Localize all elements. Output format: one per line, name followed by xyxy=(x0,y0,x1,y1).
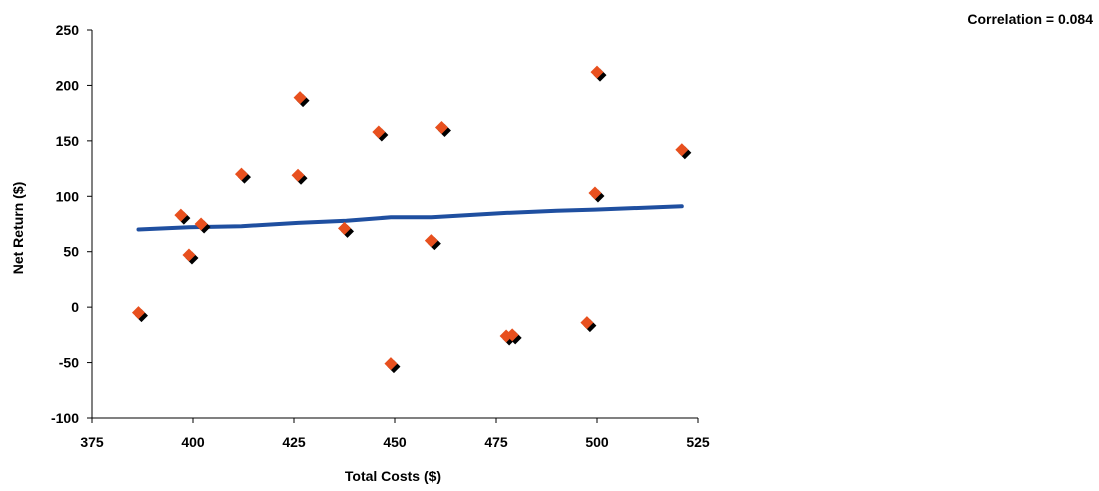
data-point-marker xyxy=(424,234,438,248)
data-point-marker xyxy=(338,221,351,235)
points-group xyxy=(131,65,692,374)
data-point xyxy=(131,306,148,323)
data-point-marker xyxy=(182,248,196,262)
data-point-marker xyxy=(293,91,307,105)
y-tick-label: -50 xyxy=(59,355,79,371)
trend-line-group xyxy=(136,204,684,232)
y-tick-label: 250 xyxy=(56,22,80,38)
data-point xyxy=(590,65,607,82)
x-ticks: 375 400 425 450 475 500 525 xyxy=(80,418,710,450)
data-point-marker xyxy=(131,306,145,320)
data-point xyxy=(384,357,401,374)
data-point-marker xyxy=(434,121,448,135)
data-point xyxy=(234,167,251,184)
data-point xyxy=(291,168,308,185)
data-point-marker xyxy=(372,125,386,139)
data-point-marker xyxy=(590,65,604,79)
data-point xyxy=(174,208,191,225)
data-point-marker xyxy=(291,168,305,182)
data-point-marker xyxy=(580,316,594,330)
axes xyxy=(91,30,698,419)
y-tick-label: 50 xyxy=(63,244,79,260)
data-point xyxy=(293,91,310,108)
y-ticks: -100 -50 0 50 100 150 200 250 xyxy=(51,22,92,426)
y-tick-label: 0 xyxy=(71,299,79,315)
data-point xyxy=(580,316,597,333)
y-tick-label: 150 xyxy=(56,133,80,149)
data-point xyxy=(194,217,211,234)
data-point xyxy=(675,143,692,160)
data-point-marker xyxy=(234,167,248,181)
data-point-marker xyxy=(675,143,689,157)
data-point-marker xyxy=(194,217,208,231)
data-point-marker xyxy=(384,357,398,371)
data-point xyxy=(182,248,199,265)
data-point xyxy=(424,234,441,251)
data-point xyxy=(372,125,389,142)
data-point xyxy=(338,221,354,238)
data-point xyxy=(505,328,522,345)
y-tick-label: -100 xyxy=(51,410,79,426)
y-axis-title: Net Return ($) xyxy=(10,182,26,275)
data-point xyxy=(434,121,451,138)
x-tick-label: 425 xyxy=(282,434,306,450)
x-axis-title: Total Costs ($) xyxy=(345,468,441,484)
x-tick-label: 400 xyxy=(181,434,205,450)
x-tick-label: 475 xyxy=(484,434,508,450)
data-point-marker xyxy=(174,208,188,222)
y-tick-label: 200 xyxy=(56,77,80,93)
y-tick-label: 100 xyxy=(56,188,80,204)
x-tick-label: 500 xyxy=(585,434,609,450)
correlation-annotation: Correlation = 0.084 xyxy=(967,11,1093,27)
trend-line xyxy=(136,204,684,232)
data-point-marker xyxy=(505,328,519,342)
x-tick-label: 450 xyxy=(383,434,407,450)
x-tick-label: 525 xyxy=(686,434,710,450)
data-point xyxy=(588,186,605,203)
x-tick-label: 375 xyxy=(80,434,104,450)
data-point-marker xyxy=(588,186,602,200)
